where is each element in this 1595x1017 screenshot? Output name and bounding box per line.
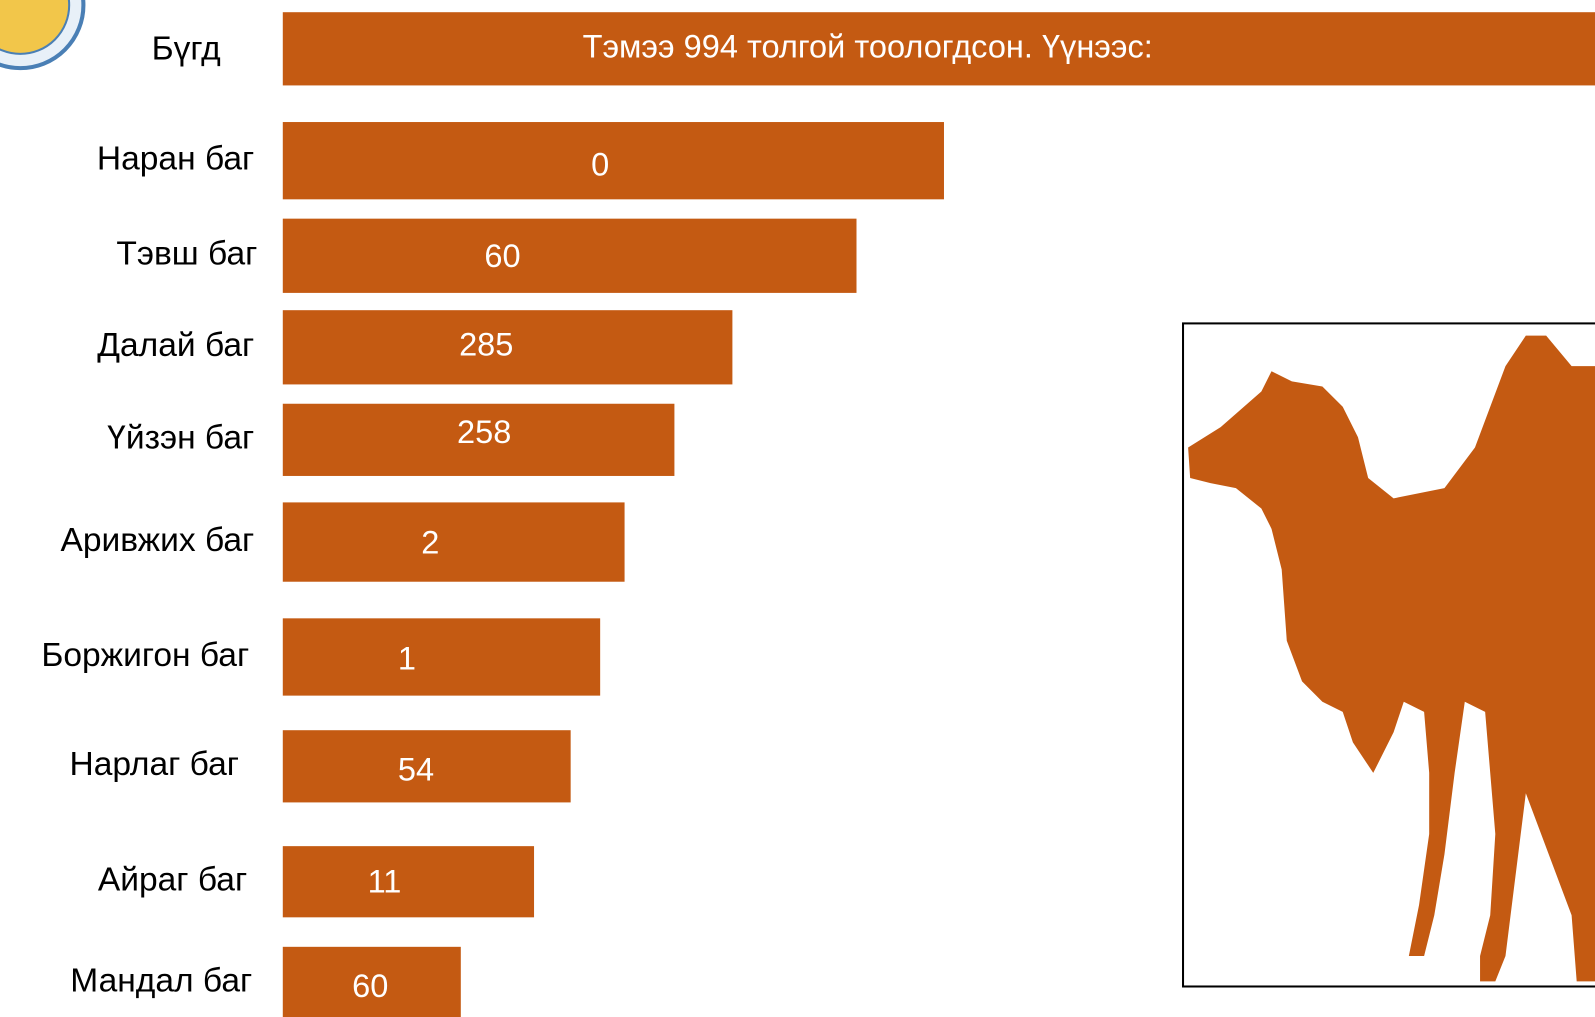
row-label: Нарлаг баг	[69, 746, 239, 783]
row-bar	[282, 502, 625, 582]
row-value: 60	[484, 238, 520, 274]
row-bar	[282, 730, 571, 803]
total-label: Бүгд	[152, 31, 221, 68]
row-bar	[282, 403, 675, 476]
row-label: Үйзэн баг	[107, 420, 254, 457]
logo	[0, 0, 86, 71]
row-value: 11	[368, 863, 402, 899]
row-bar	[282, 218, 857, 293]
row-label: Айраг баг	[98, 862, 247, 899]
row-label: Наран баг	[97, 141, 254, 178]
total-bar	[282, 12, 1595, 86]
total-text: Тэмээ 994 толгой тоологдсон. Үүнээс:	[583, 28, 1153, 64]
row-value: 0	[591, 146, 609, 182]
row-label: Боржигон баг	[41, 637, 249, 674]
row-label: Аривжих баг	[60, 522, 254, 559]
row-label: Мандал баг	[70, 962, 252, 999]
row-value: 2	[421, 525, 439, 561]
row-value: 54	[398, 751, 434, 787]
row-bar	[282, 310, 733, 385]
row-bar	[282, 618, 601, 696]
row-label: Тэвш баг	[116, 236, 257, 273]
row-bar	[282, 946, 461, 1017]
row-label: Далай баг	[97, 327, 254, 364]
camel-picture	[1182, 322, 1595, 988]
row-bar	[282, 846, 535, 918]
row-value: 60	[352, 968, 388, 1004]
row-value: 1	[398, 641, 416, 677]
row-bar	[282, 122, 944, 200]
row-value: 258	[457, 414, 511, 450]
row-value: 285	[459, 326, 513, 362]
